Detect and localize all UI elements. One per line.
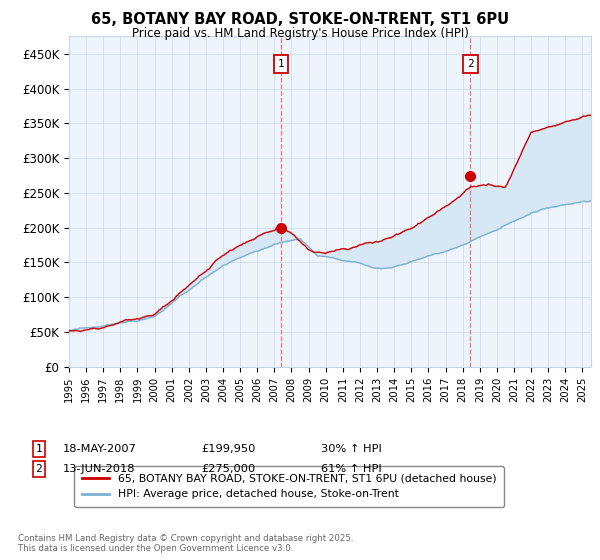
Text: 18-MAY-2007: 18-MAY-2007 — [63, 444, 137, 454]
Text: 1: 1 — [35, 444, 43, 454]
Text: 13-JUN-2018: 13-JUN-2018 — [63, 464, 136, 474]
Legend: 65, BOTANY BAY ROAD, STOKE-ON-TRENT, ST1 6PU (detached house), HPI: Average pric: 65, BOTANY BAY ROAD, STOKE-ON-TRENT, ST1… — [74, 466, 504, 507]
Text: 2: 2 — [467, 59, 474, 69]
Text: 30% ↑ HPI: 30% ↑ HPI — [321, 444, 382, 454]
Text: £199,950: £199,950 — [201, 444, 256, 454]
Text: 61% ↑ HPI: 61% ↑ HPI — [321, 464, 382, 474]
Text: 2: 2 — [35, 464, 43, 474]
Text: Contains HM Land Registry data © Crown copyright and database right 2025.
This d: Contains HM Land Registry data © Crown c… — [18, 534, 353, 553]
Text: 1: 1 — [278, 59, 284, 69]
Text: £275,000: £275,000 — [201, 464, 255, 474]
Text: 65, BOTANY BAY ROAD, STOKE-ON-TRENT, ST1 6PU: 65, BOTANY BAY ROAD, STOKE-ON-TRENT, ST1… — [91, 12, 509, 27]
Text: Price paid vs. HM Land Registry's House Price Index (HPI): Price paid vs. HM Land Registry's House … — [131, 27, 469, 40]
